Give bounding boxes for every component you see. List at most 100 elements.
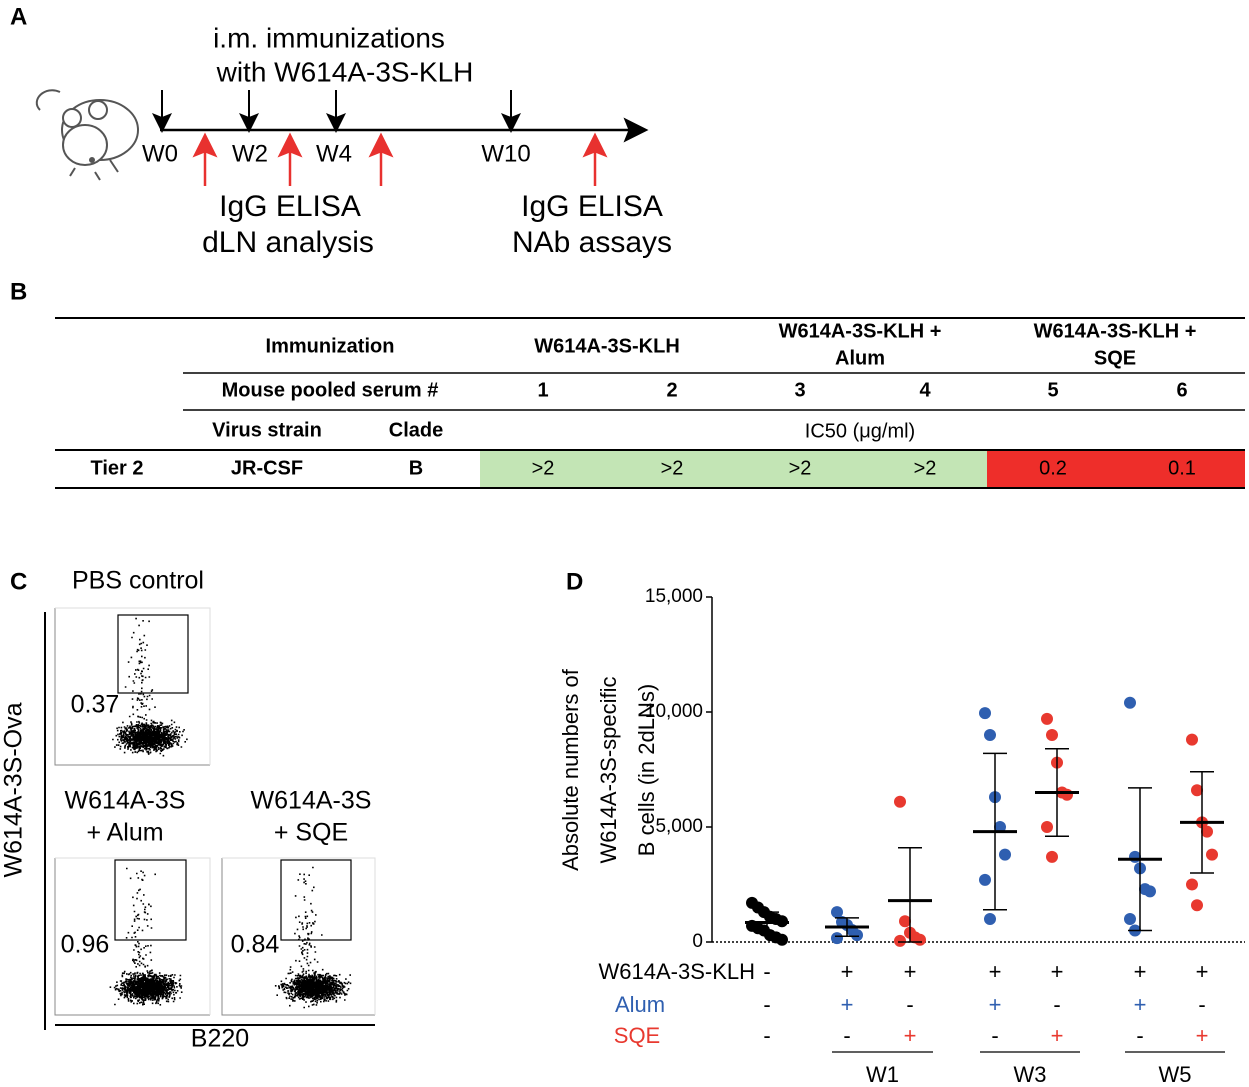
y-tick-label: 5,000 — [655, 816, 703, 837]
data-point — [999, 848, 1011, 861]
table-cell-bg — [608, 450, 736, 488]
table-cell: >2 — [532, 457, 555, 479]
table-cell-bg — [736, 450, 862, 488]
table-cell: 4 — [919, 379, 931, 401]
table-cell: JR-CSF — [231, 457, 303, 479]
flow-title: W614A-3S — [65, 787, 186, 815]
timeline-title: with W614A-3S-KLH — [216, 56, 474, 87]
data-point — [1046, 850, 1058, 863]
data-point — [899, 915, 911, 928]
sign: - — [991, 1023, 998, 1048]
sampling-label: IgG ELISA — [219, 190, 361, 223]
y-axis-label: W614A-3S-specific — [596, 676, 621, 863]
sign: - — [763, 1023, 770, 1048]
gate-frequency: 0.84 — [231, 931, 280, 959]
table-cell-bg — [987, 450, 1116, 488]
flow-frame — [54, 608, 210, 766]
panel-label: D — [566, 568, 583, 595]
table-cell: >2 — [914, 457, 937, 479]
table-cell-bg — [1116, 450, 1245, 488]
dot-chart: 0 5,000 10,000 15,000 Absolute numbers of W61… — [558, 586, 1245, 1087]
table-header: W614A-3S-KLH + — [1034, 320, 1197, 342]
table-cell: 3 — [794, 379, 805, 401]
data-point — [979, 707, 991, 720]
timepoint-label: W1 — [866, 1062, 899, 1087]
sign: + — [841, 992, 854, 1017]
data-point — [851, 929, 863, 942]
sampling-label: dLN analysis — [202, 226, 374, 259]
sign: - — [1053, 992, 1060, 1017]
data-point — [1041, 712, 1053, 725]
timepoint-label: W3 — [1014, 1062, 1047, 1087]
data-point — [894, 934, 906, 947]
table-cell: Clade — [389, 419, 443, 441]
table-header: W614A-3S-KLH + — [779, 320, 942, 342]
sign: + — [1051, 1023, 1064, 1048]
table-rules — [55, 317, 1245, 489]
data-point — [831, 932, 843, 945]
data-point — [979, 873, 991, 886]
sign: + — [1196, 959, 1209, 984]
y-tick-label: 10,000 — [645, 701, 703, 722]
table-cell: 2 — [666, 379, 677, 401]
table-header: W614A-3S-KLH — [534, 335, 680, 357]
flow-gate — [117, 614, 189, 694]
table-cell: Mouse pooled serum # — [222, 379, 439, 401]
row-label: W614A-3S-KLH — [598, 959, 755, 984]
y-axis-label: Absolute numbers of — [558, 668, 583, 871]
table-header: Immunization — [266, 335, 395, 357]
table-cell: Virus strain — [212, 419, 322, 441]
timeline-title: i.m. immunizations — [213, 22, 445, 53]
sampling-label: NAb assays — [512, 226, 672, 259]
flow-frame — [55, 607, 211, 765]
sign: + — [904, 959, 917, 984]
week-label: W2 — [232, 140, 268, 167]
data-point — [1144, 885, 1156, 898]
data-point — [1124, 913, 1136, 925]
sign: + — [904, 1023, 917, 1048]
table-cell: >2 — [789, 457, 812, 479]
y-tick-label: 0 — [692, 931, 703, 952]
sign: + — [1196, 1023, 1209, 1048]
flow-gate — [114, 859, 187, 941]
data-point — [1191, 784, 1203, 797]
flow-events — [274, 866, 352, 1009]
data-point — [1206, 848, 1218, 861]
table-cell-bg — [480, 450, 608, 488]
sign: + — [1051, 959, 1064, 984]
data-point — [914, 933, 926, 946]
flow-events — [109, 867, 183, 1006]
data-point — [894, 795, 906, 808]
sign: + — [989, 959, 1002, 984]
data-point — [1186, 878, 1198, 891]
table-header: Alum — [835, 347, 885, 369]
data-point — [1041, 821, 1053, 833]
table-cell: 0.2 — [1039, 457, 1067, 479]
flow-gate — [280, 859, 352, 941]
sampling-arrows — [192, 132, 608, 186]
panel-label: B — [10, 278, 27, 305]
data-point — [1124, 696, 1136, 709]
data-point — [994, 821, 1006, 833]
table-cell: 5 — [1047, 379, 1058, 401]
week-label: W10 — [481, 140, 530, 167]
flow-x-label: B220 — [191, 1025, 249, 1053]
week-label: W4 — [316, 140, 352, 167]
flow-frame — [221, 858, 375, 1016]
row-label: SQE — [614, 1023, 660, 1048]
data-point — [1191, 899, 1203, 912]
sign: - — [906, 992, 913, 1017]
sign: - — [1136, 1023, 1143, 1048]
sign: - — [763, 992, 770, 1017]
table-cell-bg — [862, 450, 987, 488]
flow-frame — [55, 857, 211, 1015]
flow-title: + SQE — [274, 819, 348, 847]
table-header: SQE — [1094, 347, 1136, 369]
table-cell: B — [409, 457, 423, 479]
table-cell: >2 — [661, 457, 684, 479]
flow-frame — [222, 857, 376, 1015]
gate-frequency: 0.96 — [61, 931, 110, 959]
panel-label: C — [10, 568, 27, 595]
data-point — [1201, 825, 1213, 838]
